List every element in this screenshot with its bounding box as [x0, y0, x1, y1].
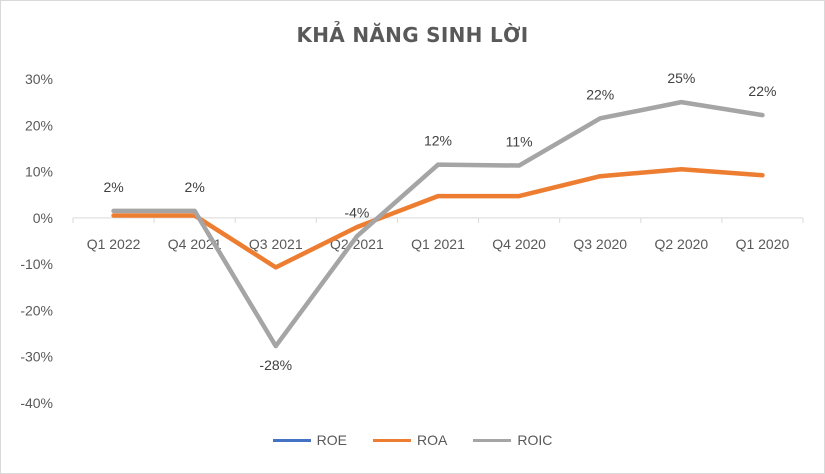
- x-tick-label: Q3 2020: [573, 236, 627, 252]
- data-label: 22%: [586, 86, 614, 102]
- chart-title: KHẢ NĂNG SINH LỜI: [296, 23, 529, 47]
- legend-item-roe: ROE: [272, 432, 347, 448]
- y-tick-label: -30%: [20, 349, 53, 365]
- x-tick-label: Q2 2021: [330, 236, 384, 252]
- legend-label: ROE: [316, 432, 347, 448]
- series-line-roic: [111, 99, 765, 349]
- x-tick-label: Q1 2021: [411, 236, 465, 252]
- y-tick-label: 10%: [25, 164, 53, 180]
- y-tick-label: 0%: [33, 210, 53, 226]
- data-label: 25%: [667, 70, 695, 86]
- y-tick-label: -20%: [20, 302, 53, 318]
- x-tick-label: Q1 2022: [87, 236, 141, 252]
- data-label: 11%: [506, 134, 533, 150]
- legend-item-roic: ROIC: [473, 432, 552, 448]
- data-label: 12%: [424, 133, 452, 149]
- chart-legend: ROE ROA ROIC: [1, 432, 824, 448]
- legend-item-roa: ROA: [373, 432, 447, 448]
- series-line-roa: [111, 167, 765, 270]
- y-tick-label: 30%: [25, 71, 53, 87]
- legend-swatch: [373, 438, 411, 442]
- x-tick-label: Q3 2021: [249, 236, 303, 252]
- data-label: 2%: [185, 179, 205, 195]
- y-tick-label: -10%: [20, 256, 53, 272]
- data-label: -28%: [259, 357, 292, 373]
- x-tick-label: Q4 2021: [168, 236, 222, 252]
- data-label: -4%: [344, 204, 369, 220]
- x-tick-label: Q2 2020: [654, 236, 708, 252]
- x-tick-label: Q1 2020: [736, 236, 790, 252]
- data-label: 22%: [748, 83, 776, 99]
- legend-swatch: [272, 438, 311, 442]
- data-label: 2%: [103, 179, 123, 195]
- legend-swatch: [473, 438, 512, 442]
- x-tick-label: Q4 2020: [492, 236, 546, 252]
- y-tick-label: 20%: [25, 117, 53, 133]
- legend-label: ROA: [417, 432, 448, 448]
- legend-label: ROIC: [517, 432, 553, 448]
- y-tick-label: -40%: [20, 395, 53, 411]
